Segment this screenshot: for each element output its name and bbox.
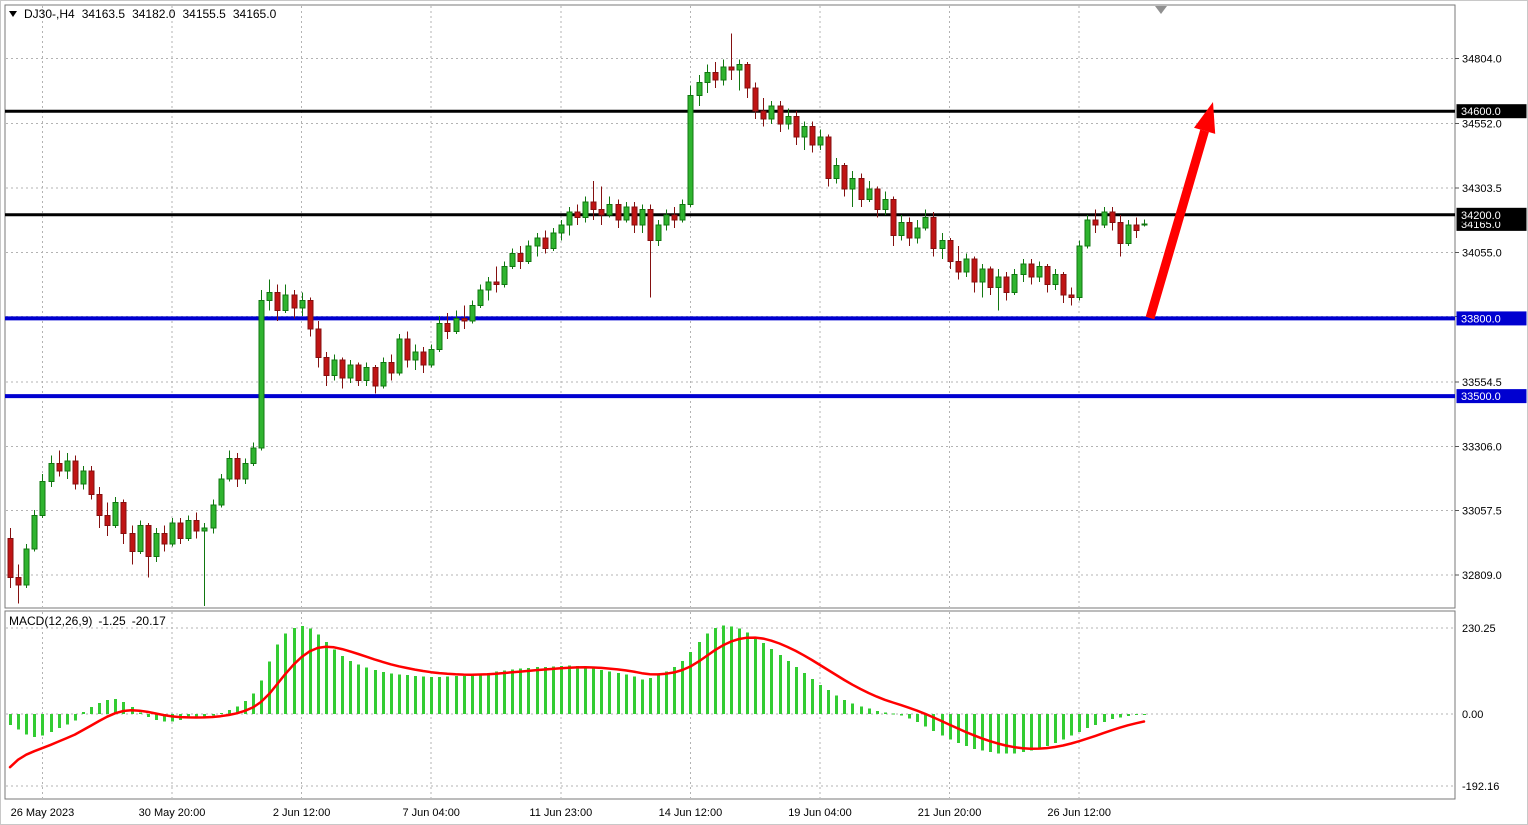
price-tag-label: 33500.0 — [1461, 391, 1501, 403]
macd-tick-label: 0.00 — [1462, 709, 1483, 721]
price-tag-label: 34200.0 — [1461, 210, 1501, 222]
price-tag-label: 33800.0 — [1461, 313, 1501, 325]
price-tick-label: 34303.5 — [1462, 183, 1502, 195]
time-tick-label: 11 Jun 23:00 — [529, 807, 592, 819]
time-tick-label: 19 Jun 04:00 — [788, 807, 852, 819]
macd-indicator-label: MACD(12,26,9) -1.25 -20.17 — [9, 614, 166, 628]
time-tick-label: 2 Jun 12:00 — [273, 807, 331, 819]
macd-main-value: -1.25 — [98, 614, 126, 628]
time-tick-label: 26 Jun 12:00 — [1047, 807, 1111, 819]
time-tick-label: 26 May 2023 — [11, 807, 75, 819]
trend-arrow[interactable] — [1145, 102, 1216, 320]
price-tick-label: 33554.5 — [1462, 377, 1502, 389]
symbol-period: DJ30-,H4 — [24, 7, 75, 21]
time-tick-label: 7 Jun 04:00 — [402, 807, 460, 819]
time-axis[interactable]: 26 May 2023 30 May 20:00 2 Jun 12:00 7 Jun … — [11, 807, 1111, 819]
macd-name: MACD(12,26,9) — [9, 614, 93, 628]
price-tick-label: 33057.5 — [1462, 506, 1502, 518]
price-tick-label: 34804.0 — [1462, 53, 1502, 65]
symbol-info-bar: DJ30-,H4 34163.5 34182.0 34155.5 34165.0 — [9, 7, 276, 21]
chart-shift-marker-icon[interactable] — [1155, 6, 1167, 14]
macd-signal-line — [8, 636, 1146, 769]
macd-signal-value: -20.17 — [131, 614, 166, 628]
macd-grid: 230.25 0.00 -192.16 — [6, 623, 1499, 793]
price-close: 34165.0 — [232, 7, 277, 21]
price-tick-label: 34552.0 — [1462, 119, 1502, 131]
macd-tick-label: 230.25 — [1462, 623, 1496, 635]
price-tick-label: 34055.0 — [1462, 247, 1502, 259]
price-tags: 34165.0 34600.0 34200.0 33800.0 33500.0 — [1456, 104, 1527, 404]
price-tag-label: 34165.0 — [1461, 219, 1501, 231]
symbol-dropdown-icon[interactable] — [9, 11, 17, 17]
price-high: 34182.0 — [132, 7, 176, 21]
time-grid — [41, 6, 1080, 798]
time-tick-label: 30 May 20:00 — [139, 807, 206, 819]
price-tick-label: 33306.0 — [1462, 441, 1502, 453]
macd-tick-label: -192.16 — [1462, 781, 1499, 793]
price-open: 34163.5 — [81, 7, 126, 21]
price-tag-label: 34600.0 — [1461, 106, 1501, 118]
candles — [7, 33, 1148, 606]
time-tick-label: 14 Jun 12:00 — [659, 807, 723, 819]
time-tick-label: 21 Jun 20:00 — [918, 807, 982, 819]
price-tick-label: 32809.0 — [1462, 570, 1502, 582]
price-low: 34155.5 — [182, 7, 226, 21]
